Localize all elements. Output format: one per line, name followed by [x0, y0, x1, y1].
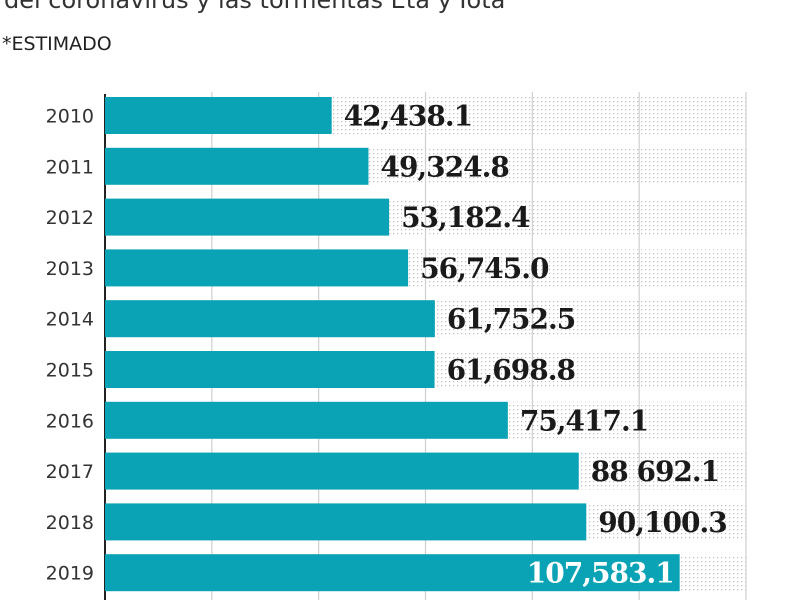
bar-2013 — [105, 249, 409, 287]
y-tick-label: 2016 — [46, 410, 94, 432]
row-background — [578, 452, 746, 490]
row-background — [434, 351, 746, 388]
data-label: 56,745.0 — [420, 252, 549, 285]
row-background — [408, 249, 746, 287]
y-tick-label: 2015 — [46, 360, 94, 382]
estimate-note: *ESTIMADO — [2, 33, 112, 55]
bar-2014 — [105, 300, 435, 338]
bar-2019 — [105, 554, 680, 592]
row-background — [507, 401, 746, 439]
bar-2016 — [105, 401, 508, 439]
bar-2012 — [105, 198, 390, 236]
data-label: 61,698.8 — [447, 354, 575, 387]
bar-2015 — [105, 351, 435, 388]
row-background — [586, 503, 746, 541]
row-background — [679, 554, 746, 592]
y-tick-label: 2017 — [46, 461, 94, 483]
bar-2017 — [105, 452, 579, 490]
row-background — [434, 300, 746, 338]
y-tick-label: 2019 — [46, 563, 94, 585]
chart-subtitle: del coronavirus y las tormentas Eta y Io… — [4, 0, 506, 14]
data-label: 107,583.1 — [527, 557, 674, 590]
data-label: 61,752.5 — [447, 303, 575, 336]
data-label: 88 692.1 — [591, 455, 719, 488]
bar-2011 — [105, 147, 369, 185]
row-background — [368, 147, 746, 185]
bar-2018 — [105, 503, 587, 541]
y-tick-label: 2018 — [46, 512, 94, 534]
data-label: 42,438.1 — [344, 100, 472, 133]
data-label: 90,100.3 — [598, 506, 726, 539]
y-tick-label: 2010 — [46, 106, 94, 128]
y-tick-label: 2014 — [46, 309, 94, 331]
y-tick-label: 2012 — [46, 207, 94, 229]
y-tick-label: 2013 — [46, 258, 94, 280]
data-label: 75,417.1 — [520, 404, 648, 437]
data-label: 53,182.4 — [401, 201, 530, 234]
data-label: 49,324.8 — [380, 150, 508, 183]
bar-2010 — [105, 97, 332, 134]
row-background — [331, 97, 746, 134]
y-tick-label: 2011 — [46, 156, 94, 178]
row-background — [389, 198, 746, 236]
